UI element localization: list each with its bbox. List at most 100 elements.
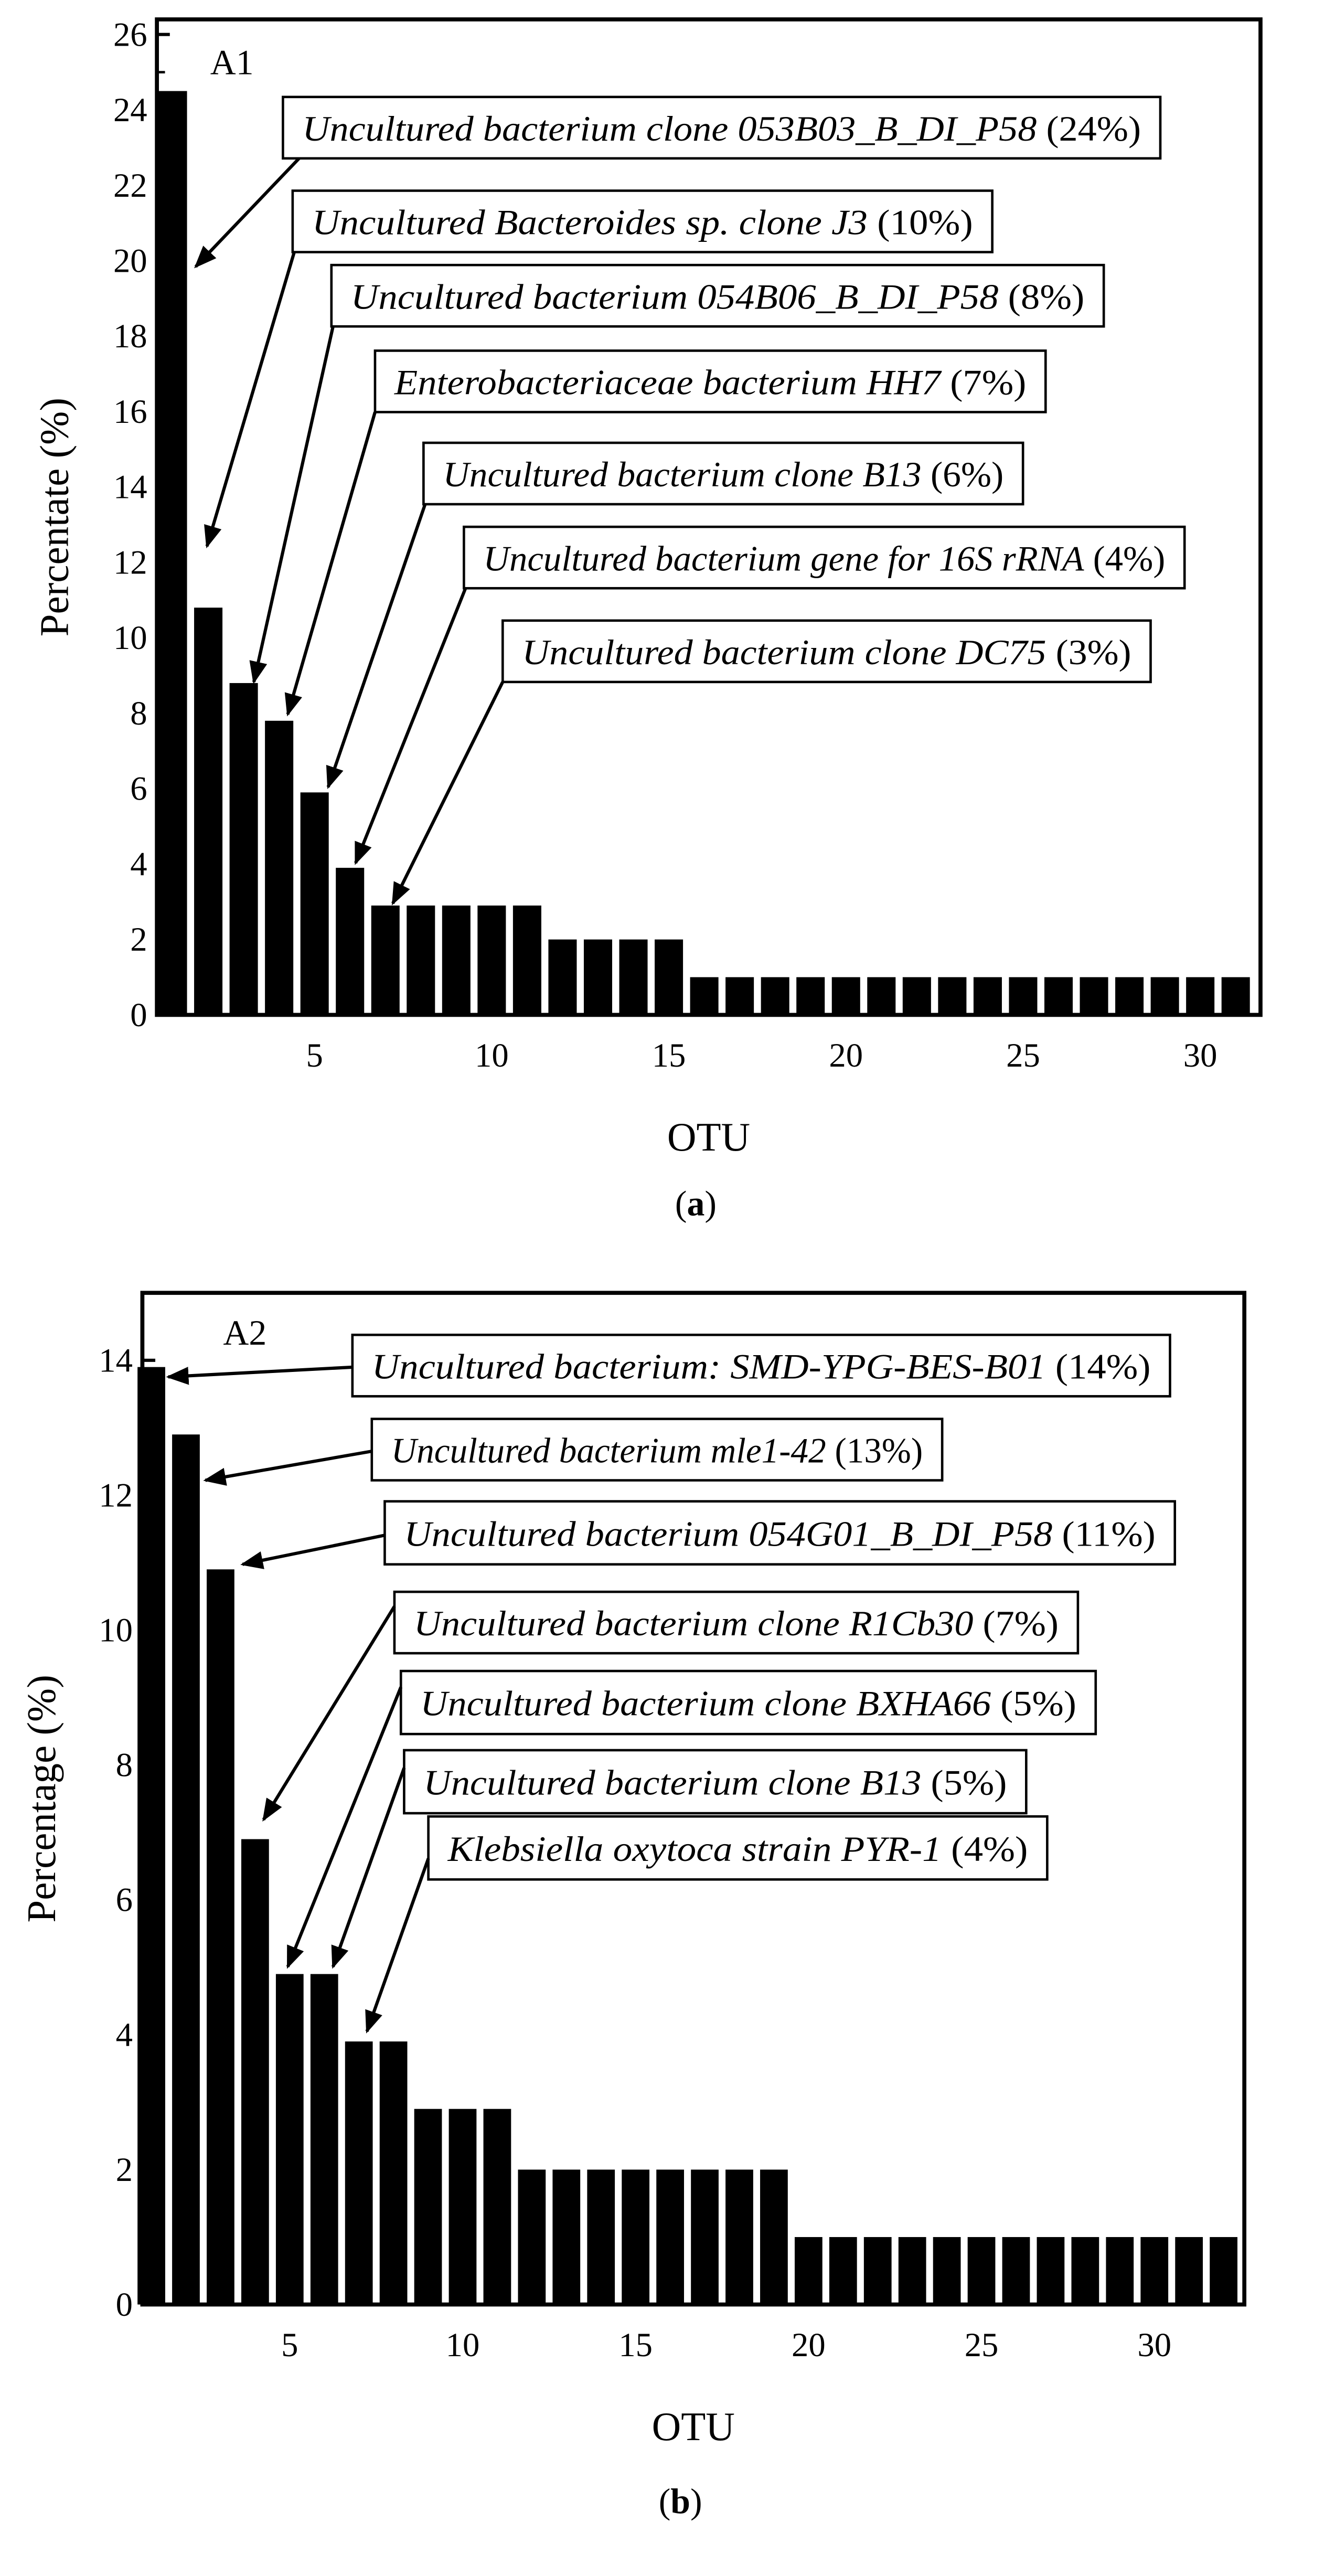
arrow-icon: [240, 1534, 386, 1569]
annotation-percent: (4%): [951, 1829, 1028, 1869]
arrow-icon: [166, 1365, 353, 1385]
y-tick-label: 16: [113, 392, 147, 430]
x-tick-label: 10: [475, 1036, 509, 1074]
bar-otu-17: [725, 977, 754, 1015]
y-tick-label: 18: [113, 317, 147, 355]
bar-otu-6: [310, 1974, 338, 2305]
y-tick-label: 8: [130, 694, 147, 732]
bar-otu-13: [583, 939, 613, 1015]
annotation-percent: (6%): [931, 455, 1003, 494]
annotation-taxon: Uncultured bacterium clone 053B03_B_DI_P…: [302, 109, 1037, 148]
annotation-taxon: Uncultured bacterium 054G01_B_DI_P58: [404, 1514, 1052, 1553]
annotation-3: Uncultured bacterium 054B06_B_DI_P58 (8%…: [249, 263, 1105, 685]
y-axis-label: Percentage (%): [19, 1675, 64, 1922]
arrow-icon: [331, 1767, 406, 1969]
annotation-taxon: Uncultured bacterium clone B13: [423, 1763, 921, 1803]
annotation-1: Uncultured bacterium: SMD-YPG-BES-B01 (1…: [166, 1334, 1171, 1398]
bar-otu-3: [229, 683, 258, 1015]
bar-otu-23: [898, 2237, 926, 2305]
x-tick-label: 25: [1006, 1036, 1040, 1074]
bar-otu-26: [1044, 977, 1073, 1015]
caption-letter: a: [687, 1184, 704, 1223]
annotation-label: Uncultured bacterium: SMD-YPG-BES-B01 (1…: [372, 1347, 1151, 1386]
x-tick-label: 5: [281, 2326, 298, 2364]
x-axis-label: OTU: [667, 1114, 750, 1159]
bar-otu-7: [345, 2041, 373, 2305]
bar-otu-31: [1175, 2237, 1203, 2305]
y-tick-label: 10: [113, 619, 147, 656]
annotation-6: Uncultured bacterium clone B13 (5%): [331, 1749, 1028, 1969]
annotation-box: [427, 1815, 1049, 1881]
y-tick-label: 10: [99, 1611, 133, 1649]
bar-otu-21: [829, 2237, 857, 2305]
annotation-6: Uncultured bacterium gene for 16S rRNA (…: [354, 525, 1186, 865]
annotation-percent: (10%): [877, 203, 973, 242]
panel-label: A2: [223, 1313, 266, 1353]
arrow-icon: [203, 1450, 372, 1486]
bar-otu-7: [371, 905, 400, 1015]
annotation-label: Uncultured bacterium clone 053B03_B_DI_P…: [302, 109, 1141, 148]
bar-otu-2: [194, 608, 223, 1015]
y-tick-label: 12: [113, 544, 147, 581]
bar-otu-5: [300, 792, 329, 1015]
arrow-icon: [194, 157, 301, 269]
annotation-5: Uncultured bacterium clone B13 (6%): [326, 441, 1024, 790]
bar-otu-19: [760, 2169, 788, 2305]
bar-otu-16: [690, 977, 719, 1015]
annotation-box: [330, 263, 1105, 328]
annotation-4: Enterobacteriaceae bacterium HH7 (7%): [284, 349, 1047, 717]
x-tick-label: 5: [306, 1036, 323, 1074]
arrow-icon: [262, 1605, 396, 1822]
annotation-taxon: Uncultured bacterium clone B13: [443, 455, 921, 494]
annotation-taxon: Uncultured bacterium gene for 16S rRNA: [483, 539, 1084, 578]
annotation-percent: (8%): [1008, 277, 1085, 316]
bar-otu-21: [867, 977, 896, 1015]
annotation-label: Uncultured bacterium clone R1Cb30 (7%): [414, 1604, 1059, 1643]
annotation-percent: (14%): [1055, 1347, 1151, 1386]
y-tick-label: 0: [116, 2285, 133, 2323]
annotation-box: [370, 1418, 944, 1482]
plot-frame: [140, 1291, 1247, 2307]
y-tick-label: 0: [130, 996, 147, 1034]
bar-otu-12: [548, 939, 577, 1015]
bar-otu-9: [442, 905, 471, 1015]
bar-otu-24: [933, 2237, 961, 2305]
plot-frame: [155, 17, 1263, 1017]
y-tick-label: 6: [130, 770, 147, 807]
annotation-box: [403, 1749, 1028, 1815]
annotation-percent: (5%): [931, 1763, 1007, 1803]
annotation-taxon: Uncultured bacterium clone R1Cb30: [414, 1604, 974, 1643]
annotation-percent: (11%): [1062, 1514, 1156, 1553]
annotation-box: [383, 1500, 1177, 1566]
annotation-box: [291, 189, 994, 253]
bar-otu-29: [1106, 2237, 1134, 2305]
x-tick-label: 25: [965, 2326, 999, 2364]
annotation-5: Uncultured bacterium clone BXHA66 (5%): [286, 1669, 1097, 1969]
x-tick-label: 10: [446, 2326, 480, 2364]
annotation-1: Uncultured bacterium clone 053B03_B_DI_P…: [194, 95, 1162, 269]
annotation-box: [501, 619, 1152, 684]
bar-otu-13: [552, 2169, 581, 2305]
annotation-taxon: Uncultured bacterium: SMD-YPG-BES-B01: [372, 1347, 1046, 1386]
annotation-label: Uncultured bacterium 054B06_B_DI_P58 (8%…: [351, 277, 1084, 316]
bar-otu-4: [241, 1839, 269, 2305]
y-tick-label: 2: [130, 920, 147, 958]
annotation-percent: (4%): [1093, 539, 1165, 578]
bar-otu-11: [512, 905, 541, 1015]
annotation-label: Uncultured bacterium clone B13 (5%): [423, 1763, 1007, 1803]
y-tick-label: 24: [113, 91, 147, 129]
x-tick-label: 30: [1137, 2326, 1171, 2364]
y-axis-label: Percentate (%): [32, 398, 77, 636]
bar-otu-1: [158, 91, 187, 1015]
bar-otu-29: [1150, 977, 1179, 1015]
annotation-box: [422, 441, 1024, 506]
annotation-percent: (5%): [1000, 1684, 1076, 1723]
annotation-taxon: Uncultured bacterium clone BXHA66: [420, 1684, 991, 1723]
y-tick-label: 12: [99, 1476, 133, 1514]
bar-otu-18: [725, 2169, 753, 2305]
bar-otu-28: [1115, 977, 1144, 1015]
bar-otu-6: [336, 868, 365, 1015]
annotation-box: [351, 1334, 1171, 1398]
arrow-icon: [249, 326, 335, 685]
